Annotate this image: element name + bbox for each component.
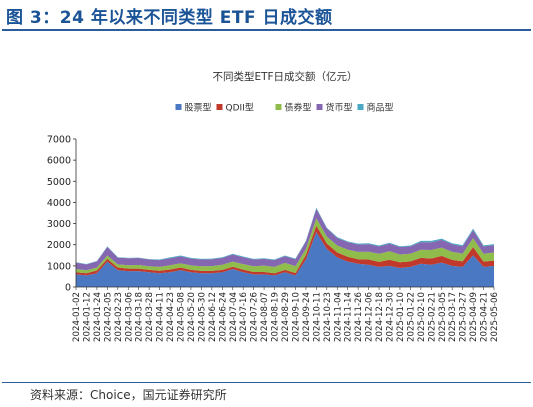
legend-label-1: QDII型 xyxy=(226,103,254,114)
x-tick-label-40: 2025-05-06 xyxy=(490,292,500,342)
area-series-2 xyxy=(76,218,494,274)
x-tick-label-14: 2024-06-24 xyxy=(218,292,228,342)
x-tick-label-0: 2024-01-02 xyxy=(72,292,82,342)
y-axis: 0 1000 2000 3000 4000 5000 6000 7000 xyxy=(47,135,77,294)
y-tick-label-2: 2000 xyxy=(47,240,71,251)
x-tick-label-29: 2024-12-18 xyxy=(375,292,385,342)
x-tick-label-4: 2024-02-23 xyxy=(114,292,124,342)
x-tick-label-34: 2025-02-21 xyxy=(427,292,437,342)
x-axis: 2024-01-02 2024-01-12 2024-01-24 2024-02-05… xyxy=(72,286,500,342)
x-tick-label-13: 2024-06-12 xyxy=(208,292,218,342)
area-series-1 xyxy=(76,225,494,276)
x-tick-label-8: 2024-04-11 xyxy=(156,292,166,342)
legend: 股票型 QDII型 债券型 货币型 商品型 xyxy=(175,102,394,114)
x-tick-label-17: 2024-07-26 xyxy=(250,292,260,342)
x-tick-label-1: 2024-01-12 xyxy=(82,292,92,342)
x-tick-label-18: 2024-08-07 xyxy=(260,292,270,342)
x-tick-label-22: 2024-09-24 xyxy=(302,292,312,342)
x-tick-label-35: 2025-03-05 xyxy=(438,292,448,342)
x-tick-label-36: 2025-03-17 xyxy=(448,292,458,342)
y-tick-label-4: 4000 xyxy=(47,198,71,209)
y-tick-label-1: 1000 xyxy=(47,261,71,272)
legend-label-3: 货币型 xyxy=(326,102,353,114)
area-series-0 xyxy=(76,232,494,287)
legend-swatch-2 xyxy=(275,104,282,110)
x-tick-label-25: 2024-11-04 xyxy=(333,292,343,342)
x-tick-label-2: 2024-01-24 xyxy=(93,292,103,342)
y-tick-label-0: 0 xyxy=(65,283,71,294)
x-tick-label-7: 2024-03-28 xyxy=(145,292,155,342)
x-tick-label-9: 2024-04-23 xyxy=(166,292,176,342)
x-tick-label-6: 2024-03-18 xyxy=(135,292,145,342)
legend-label-2: 债券型 xyxy=(285,102,312,114)
area-layers xyxy=(76,207,494,287)
legend-swatch-1 xyxy=(216,104,223,110)
x-tick-label-26: 2024-11-14 xyxy=(344,292,354,342)
bottom-rule xyxy=(2,382,531,383)
legend-swatch-4 xyxy=(357,104,364,110)
x-tick-label-37: 2025-03-27 xyxy=(459,292,469,342)
x-tick-label-24: 2024-10-23 xyxy=(323,292,333,342)
x-tick-label-12: 2024-05-30 xyxy=(197,292,207,342)
area-series-3 xyxy=(76,208,494,271)
x-tick-label-5: 2024-03-06 xyxy=(124,292,134,342)
chart-title: 不同类型ETF日成交额（亿元） xyxy=(212,70,357,83)
x-tick-label-33: 2025-02-10 xyxy=(417,292,427,342)
legend-swatch-3 xyxy=(316,104,323,110)
source-note: 资料来源：Choice，国元证券研究所 xyxy=(30,388,227,402)
y-tick-label-5: 5000 xyxy=(47,177,71,188)
x-tick-label-30: 2024-12-30 xyxy=(386,292,396,342)
x-tick-label-20: 2024-08-29 xyxy=(281,292,291,342)
x-tick-label-38: 2025-04-09 xyxy=(469,292,479,342)
legend-label-4: 商品型 xyxy=(367,102,394,114)
x-tick-label-39: 2025-04-21 xyxy=(480,292,490,342)
y-tick-label-6: 6000 xyxy=(47,156,71,167)
x-tick-label-27: 2024-11-26 xyxy=(354,292,364,342)
x-tick-label-23: 2024-10-11 xyxy=(312,292,322,342)
x-tick-label-11: 2024-05-20 xyxy=(187,292,197,342)
x-tick-label-31: 2025-01-10 xyxy=(396,292,406,342)
x-tick-label-28: 2024-12-06 xyxy=(365,292,375,342)
figure-title: 图 3：24 年以来不同类型 ETF 日成交额 xyxy=(6,8,333,28)
stacked-area-chart: 不同类型ETF日成交额（亿元） 股票型 QDII型 债券型 货币型 商品型 0 1000 2… xyxy=(47,70,500,342)
y-tick-label-3: 3000 xyxy=(47,219,71,230)
title-rule xyxy=(2,29,531,31)
x-tick-label-16: 2024-07-16 xyxy=(239,292,249,342)
x-tick-label-21: 2024-09-10 xyxy=(291,292,301,342)
x-tick-label-32: 2025-01-22 xyxy=(406,292,416,342)
x-tick-label-3: 2024-02-05 xyxy=(103,292,113,342)
x-tick-label-10: 2024-05-08 xyxy=(177,292,187,342)
x-tick-label-19: 2024-08-19 xyxy=(271,292,281,342)
x-tick-label-15: 2024-07-04 xyxy=(229,292,239,342)
y-tick-label-7: 7000 xyxy=(47,135,71,146)
legend-label-0: 股票型 xyxy=(185,103,212,114)
legend-swatch-0 xyxy=(175,104,182,110)
